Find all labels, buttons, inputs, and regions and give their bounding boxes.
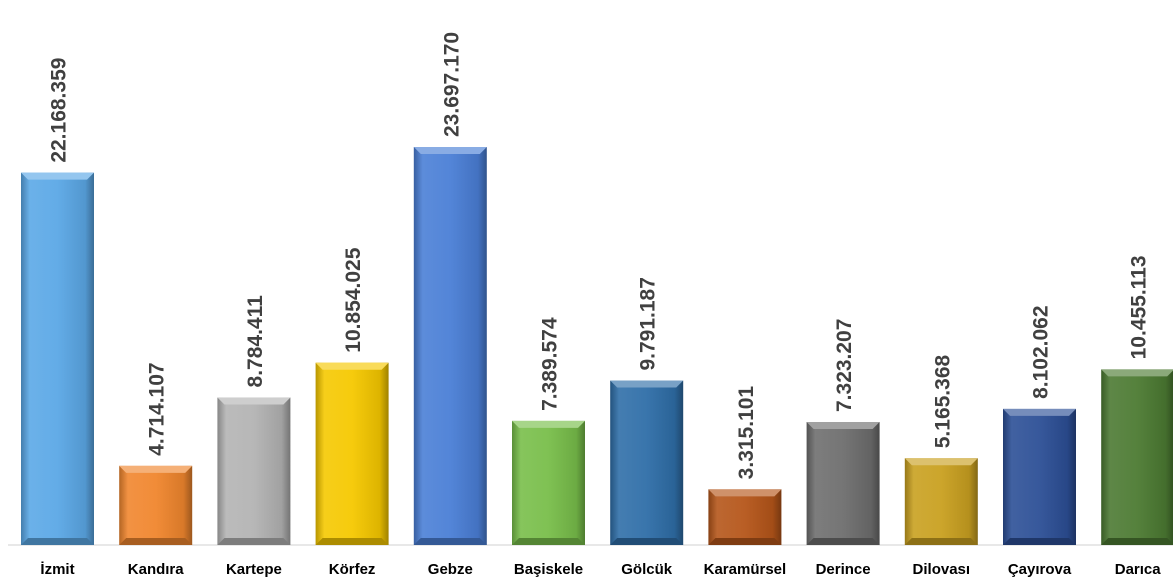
category-label: Gebze — [428, 561, 473, 578]
value-label: 10.455.113 — [1128, 255, 1151, 359]
category-label: Gölcük — [621, 561, 673, 578]
category-label: Kandıra — [128, 561, 185, 578]
bar-7 — [708, 489, 782, 545]
bar-body — [806, 422, 880, 545]
bar-1 — [119, 465, 193, 545]
bar-bottom-bevel — [610, 538, 684, 545]
value-label: 8.784.411 — [244, 295, 267, 388]
bar-body — [413, 147, 487, 545]
bars-group — [21, 147, 1173, 546]
bar-9 — [904, 458, 978, 545]
bar-8 — [806, 422, 880, 545]
bar-top-bevel — [119, 465, 193, 473]
value-label: 23.697.170 — [440, 32, 463, 137]
bar-body — [512, 420, 585, 545]
bar-11 — [1101, 369, 1173, 545]
value-label: 10.854.025 — [342, 247, 365, 352]
bar-0 — [21, 172, 94, 546]
bar-6 — [610, 380, 684, 545]
bar-bottom-bevel — [806, 538, 880, 545]
category-label: Dilovası — [913, 561, 971, 578]
bar-body — [708, 489, 782, 545]
bar-top-bevel — [806, 422, 880, 430]
value-label: 5.165.368 — [931, 355, 954, 449]
value-label: 22.168.359 — [48, 58, 71, 163]
bar-top-bevel — [610, 380, 684, 388]
bar-3 — [315, 362, 389, 545]
category-label: Darıca — [1115, 561, 1162, 578]
category-label: İzmit — [40, 561, 74, 578]
value-label: 4.714.107 — [146, 362, 169, 455]
bar-10 — [1003, 408, 1076, 545]
bar-body — [21, 172, 94, 546]
category-label: Derince — [816, 561, 871, 578]
value-label: 8.102.062 — [1030, 305, 1053, 398]
bar-top-bevel — [217, 397, 291, 405]
category-label: Başiskele — [514, 561, 583, 578]
value-label: 3.315.101 — [735, 386, 758, 480]
value-labels-group: 22.168.359 4.714.107 8.784.411 10.854.025 23… — [48, 32, 1151, 479]
bar-top-bevel — [413, 147, 487, 154]
bar-4 — [413, 147, 487, 545]
bar-bottom-bevel — [315, 538, 389, 545]
category-label: Körfez — [329, 561, 376, 578]
bar-bottom-bevel — [1101, 538, 1173, 545]
value-label: 7.323.207 — [833, 319, 856, 412]
bar-body — [904, 458, 978, 545]
bar-top-bevel — [512, 420, 585, 428]
bar-bottom-bevel — [708, 538, 782, 545]
bar-top-bevel — [904, 458, 978, 466]
bar-bottom-bevel — [512, 538, 585, 545]
bar-bottom-bevel — [21, 538, 94, 545]
bar-top-bevel — [315, 362, 389, 370]
bar-bottom-bevel — [904, 538, 978, 545]
category-label: Çayırova — [1008, 561, 1072, 578]
bar-bottom-bevel — [413, 538, 487, 545]
bar-body — [1101, 369, 1173, 545]
bar-bottom-bevel — [1003, 538, 1076, 545]
bar-bottom-bevel — [217, 538, 291, 545]
bar-body — [119, 465, 193, 545]
bar-bottom-bevel — [119, 538, 193, 545]
category-label: Kartepe — [226, 561, 282, 578]
bar-body — [315, 362, 389, 545]
bar-body — [1003, 408, 1076, 545]
bar-2 — [217, 397, 291, 545]
category-label: Karamürsel — [704, 561, 787, 578]
bar-body — [610, 380, 684, 545]
value-label: 9.791.187 — [637, 277, 660, 370]
bar-5 — [512, 420, 585, 545]
bar-body — [217, 397, 291, 545]
bar-top-bevel — [21, 172, 94, 180]
bar-top-bevel — [708, 489, 782, 497]
value-label: 7.389.574 — [539, 317, 562, 411]
bar-top-bevel — [1003, 408, 1076, 416]
category-labels-group: İzmit Kandıra Kartepe Körfez Gebze Başiskele G… — [40, 561, 1161, 578]
bar-top-bevel — [1101, 369, 1173, 377]
